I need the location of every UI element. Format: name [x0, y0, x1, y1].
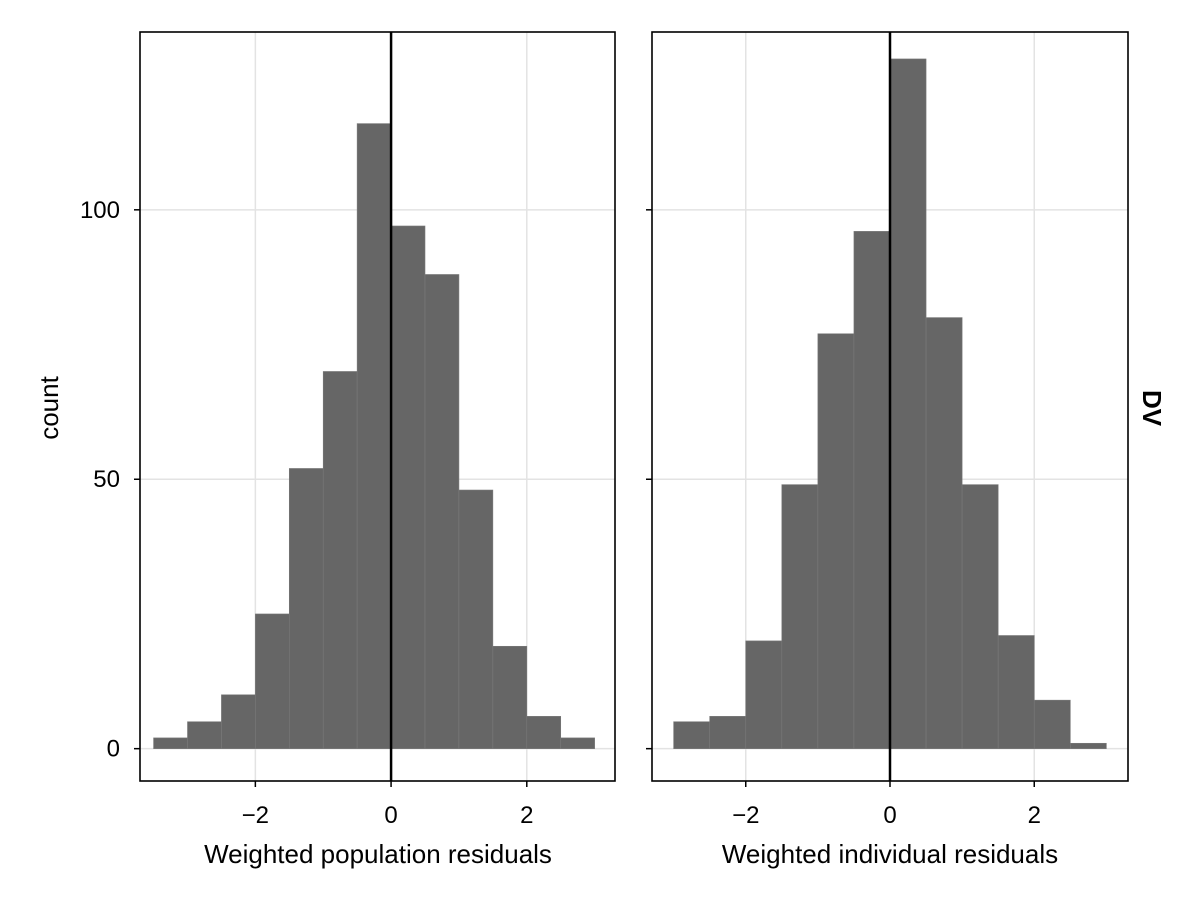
left-histogram-bar: [356, 123, 392, 749]
left-x-tick-label: 2: [520, 802, 533, 829]
right-panel: −2 0 2: [646, 31, 1129, 829]
left-y-tick-label: 50: [93, 466, 120, 493]
left-histogram-bar: [288, 468, 324, 749]
left-histogram-bar: [492, 645, 528, 749]
right-histogram-bar: [745, 640, 783, 749]
x-axis-label-left: Weighted population residuals: [204, 839, 552, 869]
right-histogram-bar: [889, 58, 927, 749]
left-histogram-bar: [424, 274, 460, 749]
right-histogram-bar: [1070, 742, 1107, 749]
right-histogram-bar: [853, 231, 891, 749]
left-histogram-bar: [187, 721, 222, 749]
right-histogram-bar: [781, 484, 819, 749]
right-histogram-bar: [997, 635, 1035, 749]
left-panel-frame: [139, 31, 616, 782]
right-histogram-bar: [817, 333, 855, 749]
left-y-tick-label: 100: [80, 197, 120, 224]
right-x-tick-label: 0: [883, 802, 896, 829]
facet-label: DV: [1137, 390, 1167, 427]
left-histogram-bar: [322, 371, 358, 749]
right-histogram-bar: [925, 317, 963, 749]
left-histogram-bar: [526, 716, 562, 749]
left-y-tick-label: 0: [107, 736, 120, 763]
right-histogram-bar: [673, 721, 710, 749]
left-x-tick-label: 0: [384, 802, 397, 829]
left-histogram-bar: [458, 489, 494, 749]
left-histogram-bar: [221, 694, 256, 749]
left-histogram-bar: [153, 737, 188, 749]
right-x-tick-label: −2: [732, 802, 759, 829]
left-histogram-bar: [560, 737, 595, 749]
x-axis-label-right: Weighted individual residuals: [722, 839, 1058, 869]
left-histogram-bar: [255, 613, 290, 749]
left-x-tick-label: −2: [242, 802, 269, 829]
y-axis-label: count: [34, 375, 64, 439]
right-histogram-bar: [1033, 699, 1071, 749]
right-histogram-bar: [961, 484, 999, 749]
right-x-tick-label: 2: [1028, 802, 1041, 829]
left-histogram-bar: [390, 225, 426, 749]
right-histogram-bar: [709, 716, 747, 749]
left-panel: −2 0 2 0 50 100: [80, 31, 616, 829]
